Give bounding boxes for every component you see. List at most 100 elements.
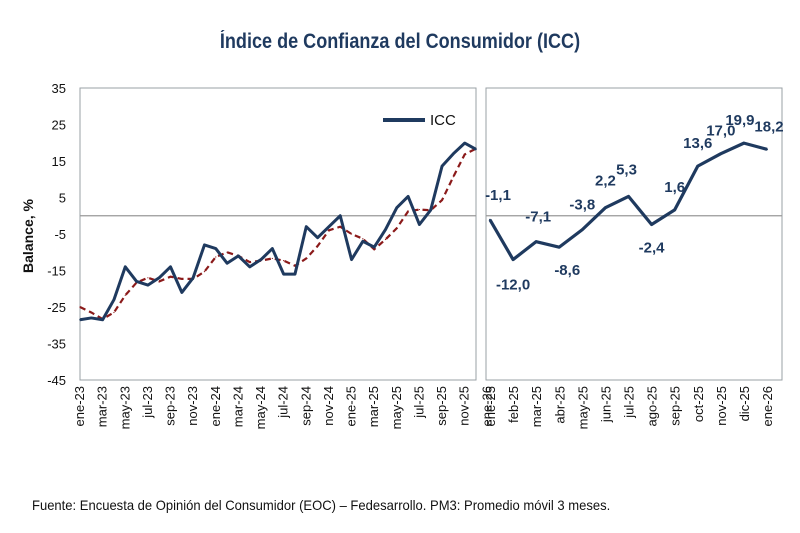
data-label: -1,1	[485, 187, 511, 204]
x-tick-label-left: sep-25	[434, 386, 449, 426]
y-tick-label: 35	[52, 81, 66, 96]
pm3-point	[203, 270, 206, 273]
x-tick-label-right: mar-25	[529, 386, 544, 427]
x-tick-label-left: sep-23	[163, 386, 178, 426]
x-tick-label-left: mar-25	[366, 386, 381, 427]
x-tick-label-left: ene-25	[344, 386, 359, 426]
pm3-point	[317, 245, 319, 247]
icc-point	[452, 152, 455, 155]
icc-point	[192, 277, 194, 279]
x-tick-label-left: mar-23	[95, 386, 110, 427]
pm3-point	[305, 257, 307, 260]
icc-point	[396, 206, 398, 209]
data-label: 13,6	[683, 135, 712, 152]
icc-point	[79, 318, 81, 321]
pm3-point	[328, 229, 330, 231]
y-tick-label: 5	[59, 191, 66, 206]
pm3-point	[215, 256, 217, 258]
pm3-point	[249, 261, 251, 263]
legend-icc-label: ICC	[430, 112, 456, 129]
pm3-point	[350, 233, 353, 235]
icc-point	[294, 273, 296, 275]
x-tick-label-right: dic-25	[737, 386, 752, 421]
pm3-point	[384, 238, 387, 241]
x-tick-label-right: sep-25	[668, 386, 683, 426]
icc-point	[339, 214, 342, 217]
pm3-point	[464, 153, 466, 156]
series-pm3-line	[79, 147, 477, 321]
icc-point	[463, 142, 466, 144]
x-tick-label-left: ene-23	[72, 386, 87, 426]
icc-recent-point	[742, 142, 745, 145]
x-tick-label-right: abr-25	[552, 386, 567, 424]
data-label: 19,9	[725, 112, 754, 129]
data-label: 18,2	[754, 118, 783, 135]
icc-point	[113, 298, 115, 301]
icc-point	[429, 209, 432, 211]
icc-recent-point	[535, 240, 538, 243]
icc-recent-point	[673, 208, 676, 211]
pm3-point	[441, 199, 443, 201]
page-title: Índice de Confianza del Consumidor (ICC)	[219, 30, 581, 53]
icc-point	[169, 266, 172, 268]
left-plot-frame	[79, 87, 477, 381]
data-label: 2,2	[595, 173, 616, 190]
icc-point	[158, 277, 160, 279]
icc-point	[181, 291, 183, 294]
data-label: -3,8	[569, 197, 595, 214]
legend: ICC	[383, 112, 456, 129]
pm3-point	[362, 238, 364, 240]
pm3-point	[294, 265, 296, 267]
icc-point	[305, 225, 308, 228]
data-label: -8,6	[554, 262, 580, 279]
pm3-point	[169, 276, 172, 278]
icc-recent-point	[581, 228, 584, 231]
icc-point	[214, 247, 217, 250]
x-tick-label-right: oct-25	[691, 386, 706, 422]
icc-recent-point	[512, 258, 515, 261]
pm3-point	[90, 311, 92, 314]
pm3-point	[271, 257, 273, 260]
x-tick-label-left: nov-23	[185, 386, 200, 426]
icc-recent-point	[489, 218, 491, 221]
data-label: 5,3	[616, 161, 637, 178]
pm3-point	[418, 208, 421, 211]
icc-recent-point	[558, 246, 561, 249]
icc-point	[418, 223, 421, 226]
x-tick-label-right: ago-25	[645, 386, 660, 426]
pm3-point	[124, 294, 126, 296]
icc-point	[147, 284, 149, 286]
x-tick-label-left: jul-23	[140, 386, 155, 419]
icc-point	[101, 318, 104, 321]
icc-point	[441, 165, 443, 167]
data-label: 17,0	[706, 123, 735, 140]
icc-point	[90, 317, 93, 319]
y-axis-title: Balance, %	[20, 198, 36, 272]
x-tick-label-left: nov-25	[457, 386, 472, 426]
icc-point	[475, 148, 477, 151]
x-tick-label-left: may-24	[253, 386, 268, 429]
icc-point	[362, 240, 364, 243]
pm3-point	[181, 278, 183, 280]
y-tick-label: 15	[52, 154, 66, 169]
icc-point	[248, 266, 251, 268]
pm3-point	[113, 311, 115, 314]
icc-point	[316, 236, 319, 239]
icc-point	[282, 273, 285, 275]
x-tick-label-right: jul-25	[622, 386, 637, 419]
y-tick-label: 25	[52, 118, 66, 133]
icc-point	[226, 262, 228, 265]
pm3-point	[226, 251, 228, 253]
icc-recent-point	[650, 223, 653, 226]
source-note: Fuente: Encuesta de Opinión del Consumid…	[32, 497, 611, 513]
x-tick-label-left: ene-26	[479, 386, 494, 426]
y-tick-label: -15	[47, 264, 66, 279]
y-tick-label: -45	[47, 373, 66, 388]
data-label: -2,4	[639, 240, 666, 257]
x-tick-label-left: may-23	[117, 386, 132, 429]
y-tick-label: -25	[47, 300, 66, 315]
icc-point	[203, 244, 206, 246]
pm3-point	[79, 306, 81, 308]
icc-recent-point	[719, 152, 722, 155]
